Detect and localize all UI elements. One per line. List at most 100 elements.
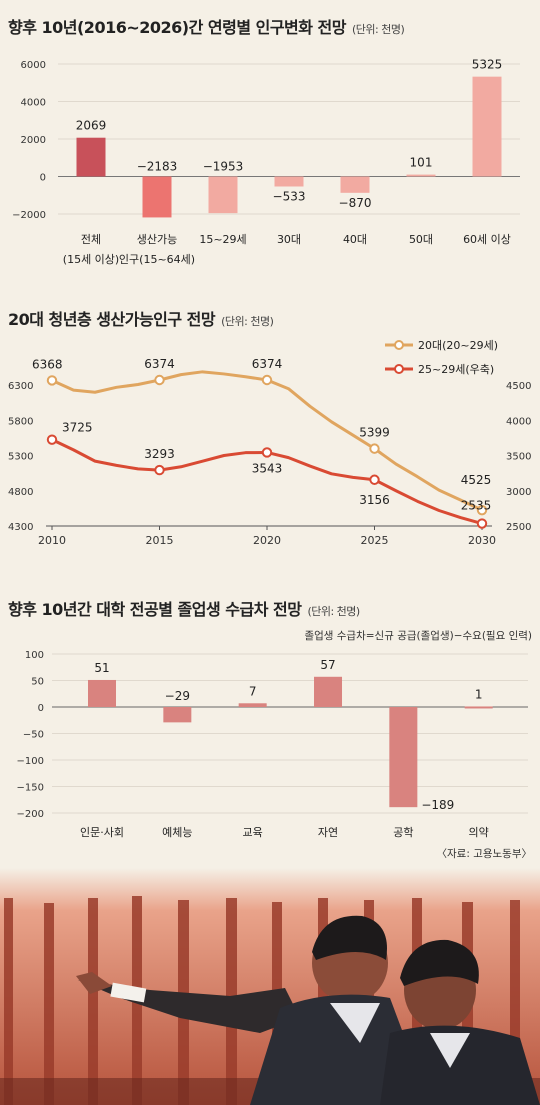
data-point	[476, 518, 488, 529]
chart2-title: 20대 청년층 생산가능인구 전망 (단위: 천명)	[8, 306, 274, 330]
data-label: 4525	[461, 473, 492, 487]
legend-marker	[394, 340, 404, 350]
data-label: 3543	[252, 461, 283, 475]
category-label: 15~29세	[199, 233, 246, 246]
chart2-title-text: 20대 청년층 생산가능인구 전망	[8, 310, 216, 329]
chart2-unit: (단위: 천명)	[221, 315, 274, 328]
right-y-tick-label: 2500	[506, 522, 531, 533]
data-label: 5325	[472, 58, 503, 72]
category-label: 50대	[409, 233, 433, 246]
data-point	[154, 374, 165, 386]
bar	[472, 76, 502, 177]
age-change-bar-chart: 6000 4000 2000 0 −2000 2069 전체 (15세 이상) −2183 생산가…	[12, 58, 520, 266]
bar	[340, 176, 370, 193]
data-label: 2069	[76, 119, 107, 133]
category-label: 의약	[469, 825, 489, 839]
data-label: 5399	[359, 426, 390, 440]
category-label: 자연	[318, 826, 338, 839]
data-point	[261, 374, 273, 386]
bar	[274, 176, 304, 187]
left-y-tick-label: 5800	[8, 416, 33, 427]
chart3-unit: (단위: 천명)	[307, 605, 360, 618]
data-label: 3293	[144, 447, 175, 461]
data-point	[46, 375, 58, 386]
data-point	[369, 443, 380, 454]
data-label: −1953	[203, 160, 244, 174]
data-label: −2183	[137, 160, 178, 174]
bar	[406, 174, 436, 177]
category-label: 예체능	[162, 826, 192, 839]
category-label: 60세 이상	[463, 233, 511, 246]
data-label: 2535	[461, 499, 492, 513]
chart1-unit: (단위: 천명)	[352, 23, 405, 36]
legend-label: 20대(20~29세)	[418, 339, 498, 352]
data-label: −189	[421, 798, 454, 812]
bar	[238, 703, 267, 707]
y-tick-label: −150	[17, 783, 44, 794]
bar	[389, 707, 418, 808]
y-tick-label: 2000	[21, 135, 46, 146]
left-y-tick-label: 6300	[8, 381, 33, 392]
source-note: 〈자료: 고용노동부〉	[436, 848, 533, 860]
y-tick-label: 50	[31, 677, 44, 688]
chart3-title-text: 향후 10년간 대학 전공별 졸업생 수급차 전망	[8, 600, 302, 619]
x-tick-label: 2010	[38, 534, 66, 547]
data-label: 6374	[144, 357, 175, 371]
left-y-tick-label: 4800	[8, 487, 33, 498]
data-label: 3725	[62, 421, 93, 435]
data-point	[261, 447, 273, 458]
data-label: 51	[94, 661, 109, 675]
data-label: 57	[320, 658, 335, 672]
data-label: 6368	[32, 357, 63, 371]
category-label: 공학	[393, 826, 413, 839]
category-label: 생산가능	[137, 233, 177, 246]
bar	[163, 707, 192, 723]
y-tick-label: −100	[17, 756, 44, 767]
bar	[208, 176, 238, 214]
y-tick-label: −50	[23, 730, 44, 741]
data-label: 101	[410, 156, 433, 170]
chart1-title-text: 향후 10년(2016~2026)간 연령별 인구변화 전망	[8, 18, 347, 37]
x-tick-label: 2025	[361, 534, 389, 547]
category-label: 30대	[277, 233, 301, 246]
category-label: 40대	[343, 233, 367, 246]
left-y-tick-label: 4300	[8, 522, 33, 533]
data-point	[369, 474, 380, 485]
major-supply-gap-bar-chart: 100 50 0 −50 −100 −150 −200 51 인문·사회 −29 예체능 7 교육 57 자…	[17, 650, 528, 839]
data-label: 1	[475, 687, 483, 701]
data-label: 7	[249, 684, 257, 698]
y-tick-label: 4000	[21, 98, 46, 109]
category-label: 교육	[243, 826, 263, 839]
students-photo	[0, 868, 540, 1105]
bar	[76, 137, 106, 177]
bar	[88, 679, 116, 707]
category-label: 전체	[81, 233, 101, 246]
legend-marker	[394, 364, 404, 374]
y-tick-label: −2000	[12, 210, 46, 221]
y-tick-label: −200	[17, 809, 44, 820]
chart1-title: 향후 10년(2016~2026)간 연령별 인구변화 전망 (단위: 천명)	[8, 14, 405, 38]
y-tick-label: 6000	[21, 60, 46, 71]
bar	[314, 676, 343, 707]
youth-population-line-chart: 6300 5800 5300 4800 4300 4500 4000 3500 3000 2500…	[8, 339, 531, 547]
y-tick-label: 100	[25, 650, 44, 661]
y-tick-label: 0	[38, 703, 44, 714]
right-y-tick-label: 3000	[506, 487, 531, 498]
right-y-tick-label: 4000	[506, 416, 531, 427]
data-label: −870	[339, 196, 372, 210]
chart3-note: 졸업생 수급차=신규 공급(졸업생)−수요(필요 인력)	[304, 630, 532, 642]
data-label: −533	[273, 189, 306, 203]
data-point	[154, 464, 165, 476]
category-label: 인문·사회	[80, 826, 124, 839]
legend-label: 25~29세(우축)	[418, 363, 494, 376]
left-y-tick-label: 5300	[8, 452, 33, 463]
bar	[142, 176, 172, 218]
data-label: 3156	[359, 493, 390, 507]
x-tick-label: 2015	[146, 534, 174, 547]
y-tick-label: 0	[40, 173, 46, 184]
right-y-tick-label: 3500	[506, 452, 531, 463]
right-y-tick-label: 4500	[506, 381, 531, 392]
category-sublabel: 인구(15~64세)	[119, 253, 195, 266]
data-label: −29	[165, 689, 190, 703]
x-tick-label: 2030	[468, 534, 496, 547]
